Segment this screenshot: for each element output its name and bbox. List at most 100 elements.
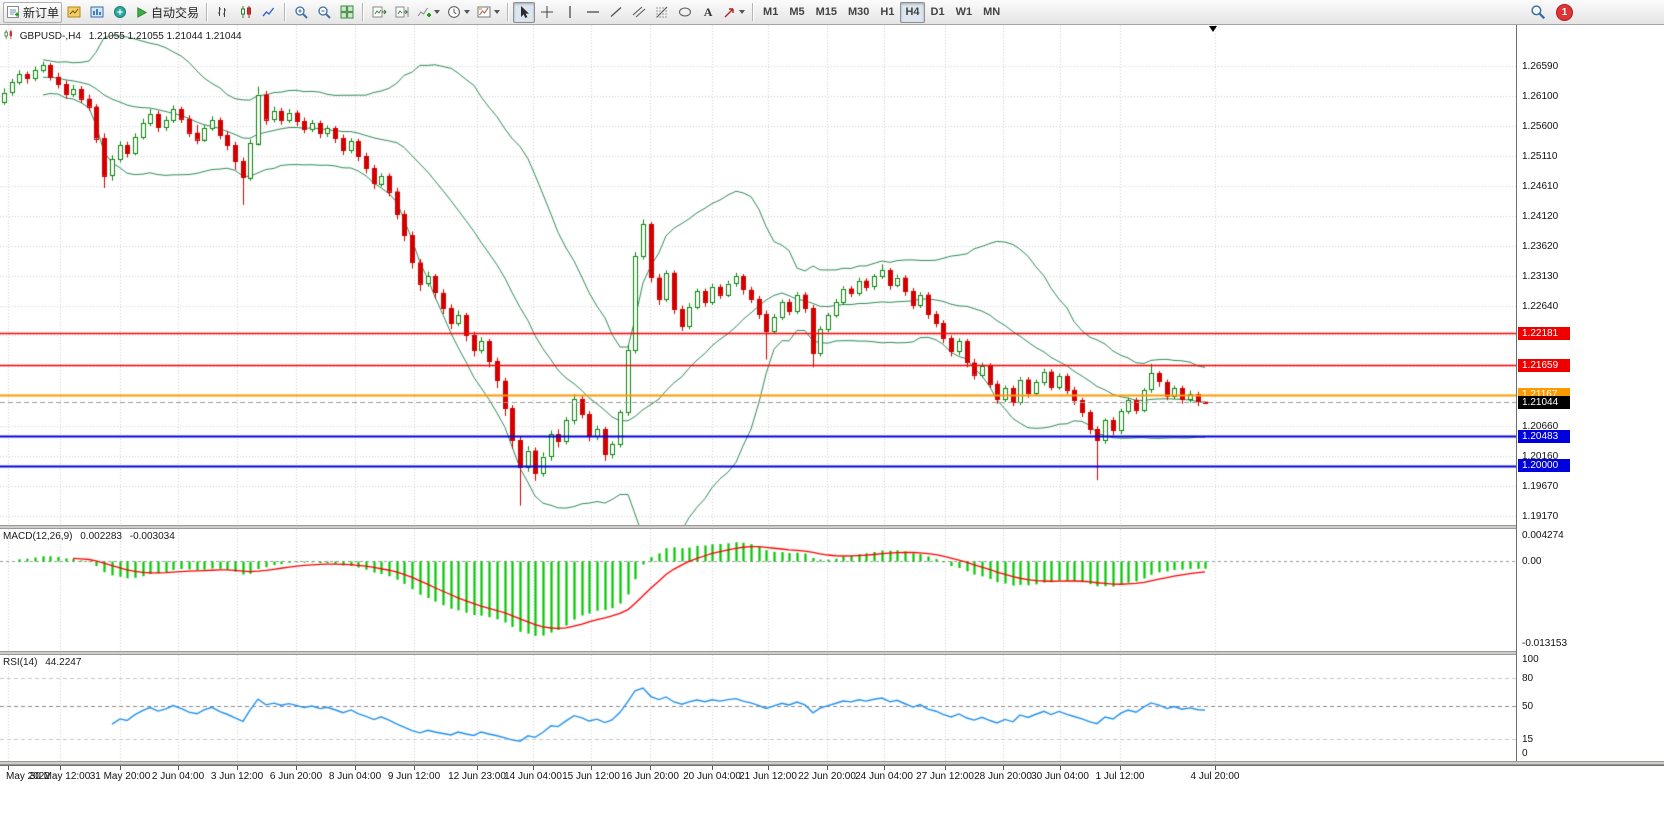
timeframe-button-M30[interactable]: M30 (843, 2, 874, 23)
time-axis-label: 30 Jun 04:00 (1031, 771, 1089, 782)
bottom-spacer (0, 787, 1664, 832)
new-order-icon (7, 6, 19, 18)
chevron-down-icon (494, 10, 501, 14)
autotrading-label: 自动交易 (151, 5, 200, 20)
new-chart-button[interactable] (63, 2, 85, 23)
time-axis-label: 14 Jun 04:00 (504, 771, 562, 782)
trendline-tool-button[interactable] (605, 2, 627, 23)
timeframe-button-M15[interactable]: M15 (811, 2, 842, 23)
chart-region: GBPUSD-,H4 1.21055 1.21055 1.21044 1.210… (0, 25, 1664, 832)
candlestick-chart-button[interactable] (235, 2, 257, 23)
shapes-tool-button[interactable] (674, 2, 696, 23)
autotrading-button[interactable]: 自动交易 (132, 2, 202, 23)
time-axis-tick (650, 766, 651, 770)
timeframe-button-D1[interactable]: D1 (926, 2, 950, 23)
crosshair-tool-button[interactable] (536, 2, 558, 23)
panel-splitter[interactable] (0, 761, 1664, 765)
time-axis[interactable]: May 2022 30 May 12:00 31 May 20:00 2 Jun 04… (0, 765, 1664, 787)
timeframe-button-M5[interactable]: M5 (784, 2, 809, 23)
time-axis-label: 9 Jun 12:00 (387, 771, 441, 782)
zoom-in-icon (294, 5, 308, 19)
shapes-icon (679, 7, 692, 17)
timeframe-button-W1[interactable]: W1 (951, 2, 978, 23)
price-scale-label: 1.23130 (1522, 271, 1559, 282)
macd-panel: MACD(12,26,9) 0.002283 -0.003034 (0, 529, 1516, 651)
rsi-canvas[interactable] (0, 655, 1516, 761)
new-order-label: 新订单 (23, 5, 60, 20)
search-icon[interactable] (1530, 4, 1546, 20)
timeframe-button-MN[interactable]: MN (978, 2, 1005, 23)
fibonacci-icon (656, 6, 669, 18)
chart-shift-marker[interactable] (1209, 26, 1217, 32)
macd-canvas[interactable] (0, 529, 1516, 651)
bar-chart-icon (218, 7, 227, 17)
price-scale[interactable]: 1.26590 1.26100 1.25600 1.25110 1.24610 1.241… (1516, 25, 1664, 761)
zoom-out-button[interactable] (313, 2, 335, 23)
notification-badge[interactable]: 1 (1556, 3, 1573, 21)
auto-scroll-button[interactable] (368, 2, 390, 23)
macd-scale-zero: 0.00 (1522, 556, 1542, 567)
time-axis-tick (827, 766, 828, 770)
price-scale-label: 1.24120 (1522, 211, 1559, 222)
line-chart-button[interactable] (258, 2, 280, 23)
zoom-in-button[interactable] (290, 2, 312, 23)
macd-scale-min: -0.013153 (1522, 638, 1568, 649)
chevron-down-icon (434, 10, 441, 14)
timeframe-button-H4[interactable]: H4 (900, 1, 925, 23)
metaeditor-button[interactable] (109, 2, 131, 23)
text-tool-button[interactable]: A (697, 2, 719, 23)
main-chart-panel: GBPUSD-,H4 1.21055 1.21055 1.21044 1.210… (0, 25, 1516, 525)
text-icon: A (703, 4, 713, 19)
toolbar-separator (752, 3, 755, 21)
price-scale-label: 1.25110 (1522, 151, 1558, 162)
panel-splitter[interactable] (0, 651, 1664, 655)
rsi-caption: RSI(14) 44.2247 (3, 657, 81, 668)
vertical-line-tool-button[interactable] (559, 2, 581, 23)
toolbar-separator (284, 3, 287, 21)
time-axis-tick (355, 766, 356, 770)
main-chart-canvas[interactable] (0, 25, 1516, 525)
channel-tool-button[interactable] (628, 2, 650, 23)
time-axis-tick (945, 766, 946, 770)
cursor-icon (520, 6, 529, 18)
time-axis-label: 30 May 12:00 (29, 771, 91, 782)
templates-button[interactable] (474, 2, 503, 23)
bar-chart-button[interactable] (212, 2, 234, 23)
chevron-down-icon (464, 10, 471, 14)
time-axis-label: 6 Jun 20:00 (269, 771, 323, 782)
horizontal-line-icon (587, 11, 600, 13)
timeframe-button-M1[interactable]: M1 (758, 2, 783, 23)
time-axis-tick (1060, 766, 1061, 770)
timeframe-button-H1[interactable]: H1 (875, 2, 899, 23)
arrows-icon (724, 7, 734, 17)
tile-windows-button[interactable] (336, 2, 358, 23)
time-axis-tick (414, 766, 415, 770)
price-tag: 1.22181 (1518, 327, 1570, 340)
time-axis-label: 21 Jun 12:00 (739, 771, 797, 782)
new-order-button[interactable]: 新订单 (3, 1, 63, 23)
panel-splitter[interactable] (0, 525, 1664, 529)
time-axis-label: 22 Jun 20:00 (798, 771, 856, 782)
time-axis-tick (884, 766, 885, 770)
time-axis-tick (1120, 766, 1121, 770)
rsi-value: 44.2247 (45, 657, 82, 668)
time-axis-tick (120, 766, 121, 770)
macd-scale-max: 0.004274 (1522, 530, 1564, 541)
arrows-tool-button[interactable] (720, 2, 748, 23)
chart-shift-button[interactable] (391, 2, 413, 23)
toolbar-separator (507, 3, 510, 21)
horizontal-line-tool-button[interactable] (582, 2, 604, 23)
fibonacci-tool-button[interactable] (651, 2, 673, 23)
periods-clock-icon (448, 6, 460, 18)
crosshair-icon (541, 6, 554, 18)
price-tag: 1.21659 (1518, 359, 1570, 372)
ohlc-values: 1.21055 1.21055 1.21044 1.21044 (88, 31, 242, 42)
chart-caption: GBPUSD-,H4 1.21055 1.21055 1.21044 1.210… (3, 29, 242, 42)
price-scale-label: 1.20160 (1522, 451, 1559, 462)
cursor-tool-button[interactable] (513, 1, 536, 23)
metaeditor-icon (114, 6, 127, 18)
chart-profiles-button[interactable] (86, 2, 108, 23)
periods-button[interactable] (444, 2, 473, 23)
indicators-button[interactable] (414, 2, 443, 23)
